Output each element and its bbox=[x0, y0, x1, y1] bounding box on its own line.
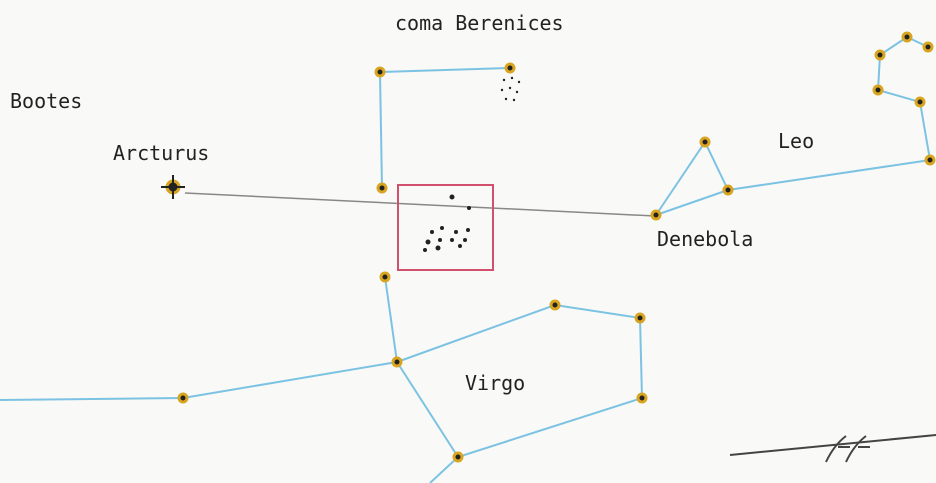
signature-line bbox=[729, 434, 936, 456]
denebola-label: Denebola bbox=[657, 227, 753, 251]
ecliptic-line bbox=[184, 192, 656, 217]
constellation-lines bbox=[0, 35, 932, 483]
stars bbox=[161, 31, 936, 463]
arcturus-label: Arcturus bbox=[113, 141, 209, 165]
coma-label: coma Berenices bbox=[395, 11, 564, 35]
virgo-label: Virgo bbox=[465, 371, 525, 395]
signature bbox=[825, 435, 870, 463]
star-clusters bbox=[423, 76, 521, 252]
bootes-label: Bootes bbox=[10, 89, 82, 113]
highlight-box bbox=[397, 184, 494, 271]
leo-label: Leo bbox=[778, 129, 814, 153]
